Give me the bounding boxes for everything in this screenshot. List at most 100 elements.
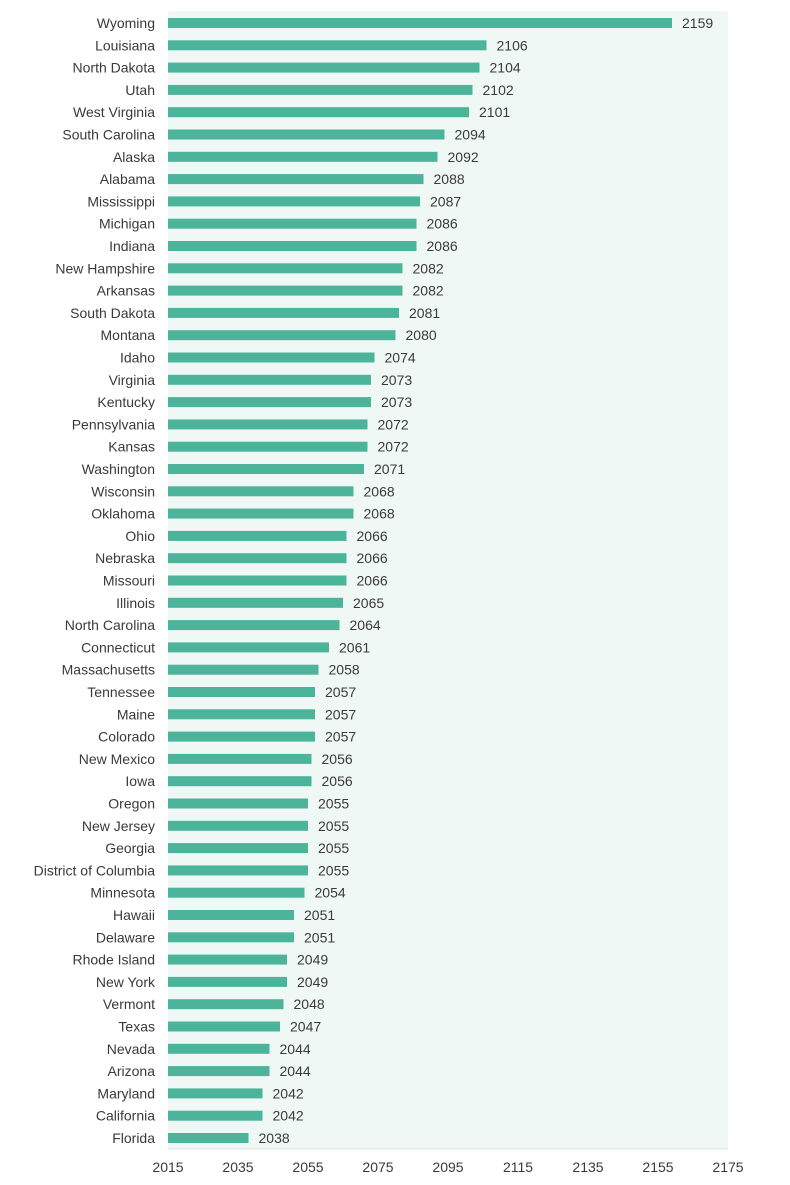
bar: [168, 129, 445, 140]
data-label: 2051: [304, 907, 335, 923]
data-label: 2071: [374, 461, 405, 477]
data-label: 2101: [479, 104, 510, 120]
bar: [168, 776, 312, 787]
category-label: Ohio: [125, 528, 155, 544]
bar: [168, 40, 487, 51]
data-label: 2042: [273, 1085, 304, 1101]
data-label: 2056: [322, 751, 353, 767]
category-label: Wisconsin: [91, 483, 155, 499]
bar: [168, 18, 672, 28]
data-label: 2068: [364, 506, 395, 522]
data-label: 2055: [318, 862, 349, 878]
category-label: Arkansas: [97, 283, 155, 299]
category-label: Alaska: [113, 149, 155, 165]
x-tick-label: 2015: [152, 1159, 183, 1175]
data-label: 2092: [448, 149, 479, 165]
data-label: 2056: [322, 773, 353, 789]
data-label: 2082: [413, 283, 444, 299]
bar: [168, 508, 354, 519]
bar: [168, 174, 424, 185]
data-label: 2038: [259, 1130, 290, 1146]
bar: [168, 687, 315, 697]
data-label: 2074: [385, 350, 416, 366]
category-label: California: [96, 1108, 155, 1124]
data-label: 2066: [357, 573, 388, 589]
bar: [168, 597, 343, 608]
bar: [168, 241, 417, 251]
data-label: 2072: [378, 439, 409, 455]
category-label: Arizona: [108, 1063, 156, 1079]
data-label: 2086: [427, 216, 458, 232]
category-label: Connecticut: [81, 639, 155, 655]
data-label: 2058: [329, 662, 360, 678]
x-tick-label: 2115: [503, 1159, 533, 1175]
data-label: 2061: [339, 639, 370, 655]
data-label: 2048: [294, 996, 325, 1012]
data-label: 2051: [304, 929, 335, 945]
category-label: New Mexico: [79, 751, 155, 767]
bar: [168, 1133, 249, 1143]
data-label: 2064: [350, 617, 381, 633]
x-tick-label: 2055: [292, 1159, 323, 1175]
data-label: 2104: [490, 60, 521, 76]
category-label: Georgia: [105, 840, 155, 856]
category-label: Maine: [117, 706, 155, 722]
category-label: South Dakota: [70, 305, 155, 321]
category-label: New Hampshire: [55, 260, 155, 276]
category-label: District of Columbia: [34, 862, 156, 878]
bar: [168, 530, 347, 541]
data-label: 2044: [280, 1041, 311, 1057]
value-labels-group: 2159 2106 2104 2102 2101 2094 2092 2088 2087 2086…: [259, 15, 714, 1146]
category-label: Alabama: [100, 171, 155, 187]
bar: [168, 196, 420, 207]
data-label: 2066: [357, 550, 388, 566]
data-label: 2072: [378, 416, 409, 432]
category-label: North Carolina: [65, 617, 155, 633]
data-label: 2068: [364, 483, 395, 499]
bar: [168, 263, 403, 274]
category-label: Louisiana: [95, 37, 155, 53]
category-label: Washington: [82, 461, 155, 477]
data-label: 2082: [413, 260, 444, 276]
category-label: Idaho: [120, 350, 155, 366]
bar: [168, 620, 340, 631]
x-tick-label: 2095: [432, 1159, 463, 1175]
data-label: 2055: [318, 818, 349, 834]
category-label: Rhode Island: [72, 952, 155, 968]
bar: [168, 999, 284, 1010]
category-label: Texas: [118, 1019, 155, 1035]
x-tick-label: 2175: [712, 1159, 743, 1175]
category-label: Maryland: [97, 1085, 155, 1101]
category-label: Mississippi: [87, 193, 155, 209]
bar: [168, 1043, 270, 1054]
bar: [168, 352, 375, 363]
data-label: 2057: [325, 706, 356, 722]
data-label: 2086: [427, 238, 458, 254]
category-label: New York: [96, 974, 156, 990]
bar: [168, 575, 347, 586]
bar: [168, 441, 368, 452]
bar: [168, 486, 354, 497]
x-tick-label: 2075: [362, 1159, 393, 1175]
bar: [168, 731, 315, 742]
data-label: 2065: [353, 595, 384, 611]
bar: [168, 218, 417, 229]
data-label: 2057: [325, 729, 356, 745]
category-label: Massachusetts: [62, 662, 155, 678]
category-label: North Dakota: [73, 60, 156, 76]
bar: [168, 887, 305, 898]
data-label: 2081: [409, 305, 440, 321]
category-label: Kansas: [108, 439, 155, 455]
data-label: 2042: [273, 1108, 304, 1124]
bar: [168, 464, 364, 474]
data-label: 2049: [297, 974, 328, 990]
bar: [168, 419, 368, 430]
bar: [168, 285, 403, 296]
category-label: Tennessee: [87, 684, 155, 700]
category-label: Oklahoma: [91, 506, 155, 522]
category-label: Vermont: [103, 996, 155, 1012]
data-label: 2106: [497, 37, 528, 53]
bar: [168, 910, 294, 920]
data-label: 2159: [682, 15, 713, 31]
bar: [168, 820, 308, 831]
